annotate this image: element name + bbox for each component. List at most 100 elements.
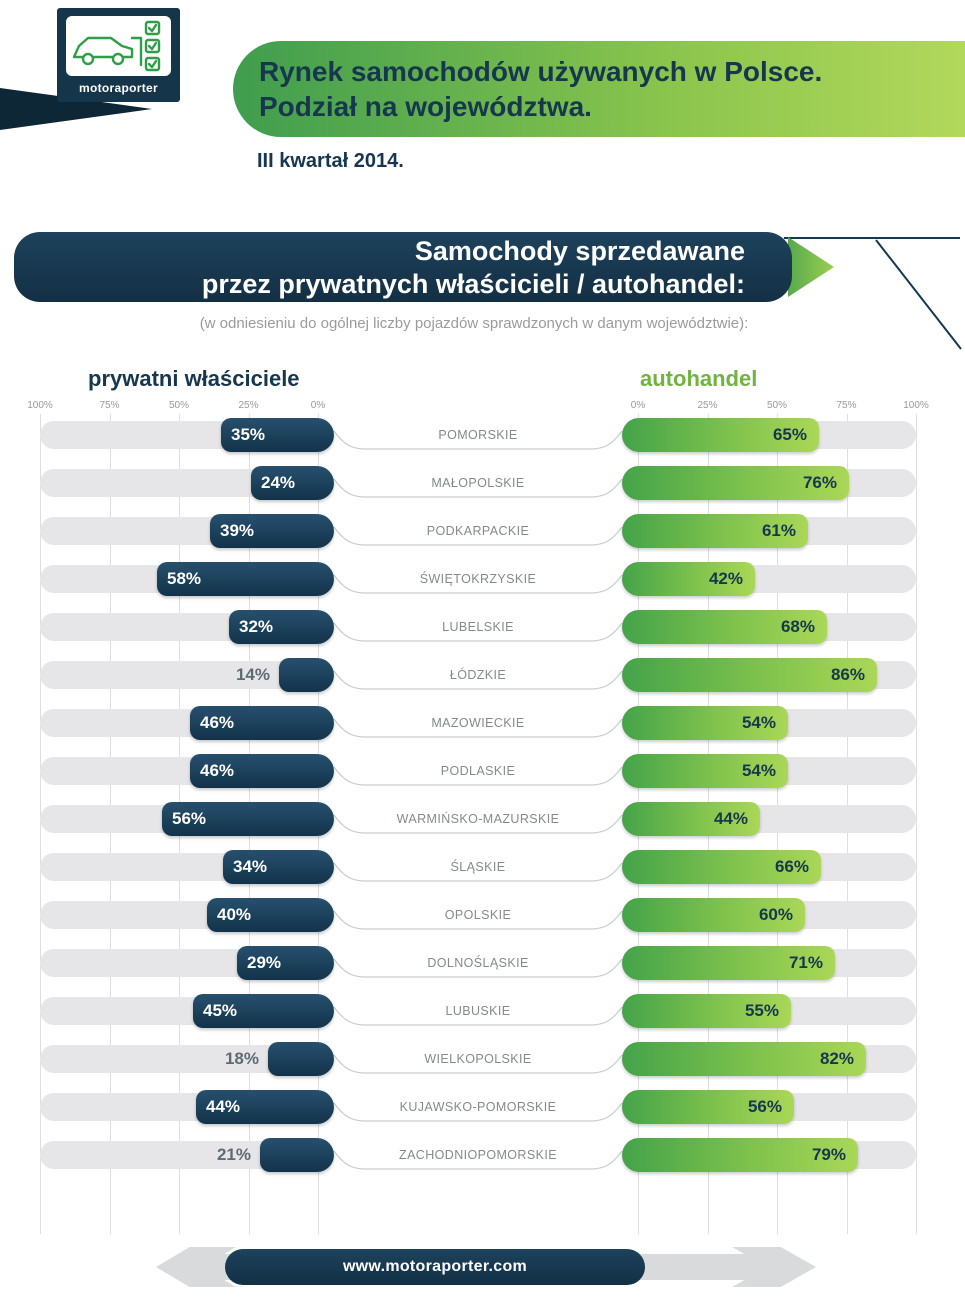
- private-owners-bar: 34%: [223, 850, 334, 884]
- axis-tick-label: 100%: [903, 400, 929, 411]
- section-banner-line2: przez prywatnych właścicieli / autohande…: [201, 269, 745, 299]
- axis-tick-label: 50%: [168, 400, 190, 411]
- chart-row: 29% 71% DOLNOŚLĄSKIE: [0, 939, 965, 987]
- axis-tick-label: 75%: [836, 400, 857, 411]
- page-title: Rynek samochodów używanych w Polsce. Pod…: [233, 41, 965, 124]
- region-label: LUBELSKIE: [442, 620, 514, 634]
- private-owners-value: 46%: [200, 713, 235, 732]
- autohandel-value: 76%: [802, 473, 837, 492]
- logo-card: [66, 16, 171, 76]
- chart-row: 24% 76% MAŁOPOLSKIE: [0, 459, 965, 507]
- chart-row: 40% 60% OPOLSKIE: [0, 891, 965, 939]
- autohandel-value: 60%: [758, 905, 793, 924]
- private-owners-bar: 29%: [237, 946, 334, 980]
- car-checklist-icon: [72, 20, 161, 72]
- private-owners-value: 18%: [224, 1049, 259, 1068]
- section-banner: Samochody sprzedawane przez prywatnych w…: [14, 232, 792, 302]
- region-label: PODKARPACKIE: [426, 524, 530, 538]
- autohandel-value: 68%: [780, 617, 815, 636]
- private-owners-bar: [260, 1138, 334, 1172]
- chart-note: (w odniesieniu do ogólnej liczby pojazdó…: [199, 315, 749, 332]
- axis-tick-labels: 100% 75% 50% 25% 0% 0% 25% 50% 75% 100%: [0, 400, 965, 414]
- private-owners-value: 21%: [216, 1145, 251, 1164]
- chart-row: 14% 86% ŁÓDZKIE: [0, 651, 965, 699]
- region-label: KUJAWSKO-POMORSKIE: [399, 1100, 557, 1114]
- private-owners-value: 24%: [261, 473, 296, 492]
- private-owners-bar: 40%: [207, 898, 334, 932]
- autohandel-value: 79%: [811, 1145, 846, 1164]
- chart-row: 46% 54% MAZOWIECKIE: [0, 699, 965, 747]
- left-bar-track: [40, 661, 318, 689]
- private-owners-bar: 24%: [251, 466, 334, 500]
- region-label: MAZOWIECKIE: [431, 716, 525, 730]
- region-label: ŚLĄSKIE: [450, 860, 506, 874]
- autohandel-bar: 79%: [622, 1138, 858, 1172]
- private-owners-value: 58%: [167, 569, 202, 588]
- autohandel-bar: 54%: [622, 706, 788, 740]
- autohandel-bar: 61%: [622, 514, 808, 548]
- row-connector-line: [333, 718, 623, 738]
- autohandel-bar: 55%: [622, 994, 791, 1028]
- axis-tick-label: 100%: [27, 400, 53, 411]
- section-banner-line1: Samochody sprzedawane: [414, 236, 745, 266]
- footer-url-link[interactable]: www.motoraporter.com: [225, 1249, 645, 1285]
- page-title-line1: Rynek samochodów używanych w Polsce.: [259, 56, 823, 87]
- region-label: POMORSKIE: [438, 428, 518, 442]
- row-connector-line: [333, 574, 623, 594]
- autohandel-value: 54%: [741, 761, 776, 780]
- private-owners-bar: 32%: [229, 610, 334, 644]
- private-owners-bar: 46%: [190, 706, 334, 740]
- region-label: LUBUSKIE: [445, 1004, 511, 1018]
- axis-tick-label: 25%: [238, 400, 259, 411]
- left-series-header: prywatni właściciele: [88, 366, 300, 391]
- row-connector-line: [333, 958, 623, 978]
- private-owners-bar: 44%: [196, 1090, 334, 1124]
- private-owners-bar: [279, 658, 334, 692]
- autohandel-bar: 44%: [622, 802, 760, 836]
- autohandel-value: 56%: [747, 1097, 782, 1116]
- motoraporter-logo: motoraporter: [57, 8, 180, 102]
- row-connector-line: [333, 430, 623, 450]
- chart-row: 58% 42% ŚWIĘTOKRZYSKIE: [0, 555, 965, 603]
- region-label: WIELKOPOLSKIE: [424, 1052, 532, 1066]
- private-owners-bar: 46%: [190, 754, 334, 788]
- row-connector-line: [333, 526, 623, 546]
- gridline: [916, 414, 917, 1234]
- autohandel-value: 82%: [819, 1049, 854, 1068]
- row-connector-line: [333, 622, 623, 642]
- chart-rows: 35% 65% POMORSKIE 24% 76% MAŁOPOLSKIE 39% 61% PO…: [0, 411, 965, 1179]
- logo-brand-text: motoraporter: [79, 81, 158, 95]
- private-owners-bar: 56%: [162, 802, 334, 836]
- private-owners-value: 34%: [233, 857, 268, 876]
- autohandel-bar: 65%: [622, 418, 819, 452]
- axis-tick-label: 25%: [697, 400, 718, 411]
- private-owners-bar: [268, 1042, 334, 1076]
- region-label: PODLASKIE: [440, 764, 516, 778]
- axis-tick-label: 50%: [766, 400, 788, 411]
- private-owners-value: 35%: [231, 425, 266, 444]
- chart-row: 21% 79% ZACHODNIOPOMORSKIE: [0, 1131, 965, 1179]
- autohandel-bar: 42%: [622, 562, 755, 596]
- axis-tick-label: 75%: [99, 400, 120, 411]
- row-connector-line: [333, 1054, 623, 1074]
- autohandel-bar: 82%: [622, 1042, 866, 1076]
- private-owners-value: 39%: [220, 521, 255, 540]
- autohandel-bar: 54%: [622, 754, 788, 788]
- row-connector-line: [333, 1102, 623, 1122]
- chart-row: 35% 65% POMORSKIE: [0, 411, 965, 459]
- autohandel-bar: 71%: [622, 946, 835, 980]
- autohandel-value: 61%: [761, 521, 796, 540]
- autohandel-bar: 68%: [622, 610, 827, 644]
- page-title-line2: Podział na województwa.: [259, 91, 592, 122]
- autohandel-bar: 56%: [622, 1090, 794, 1124]
- region-label: ŚWIĘTOKRZYSKIE: [419, 572, 537, 586]
- private-owners-value: 56%: [172, 809, 207, 828]
- private-owners-value: 32%: [239, 617, 274, 636]
- row-connector-line: [333, 766, 623, 786]
- chart-row: 44% 56% KUJAWSKO-POMORSKIE: [0, 1083, 965, 1131]
- banner-decor-lines: [784, 237, 962, 350]
- private-owners-bar: 39%: [210, 514, 334, 548]
- chart-row: 34% 66% ŚLĄSKIE: [0, 843, 965, 891]
- region-label: OPOLSKIE: [444, 908, 512, 922]
